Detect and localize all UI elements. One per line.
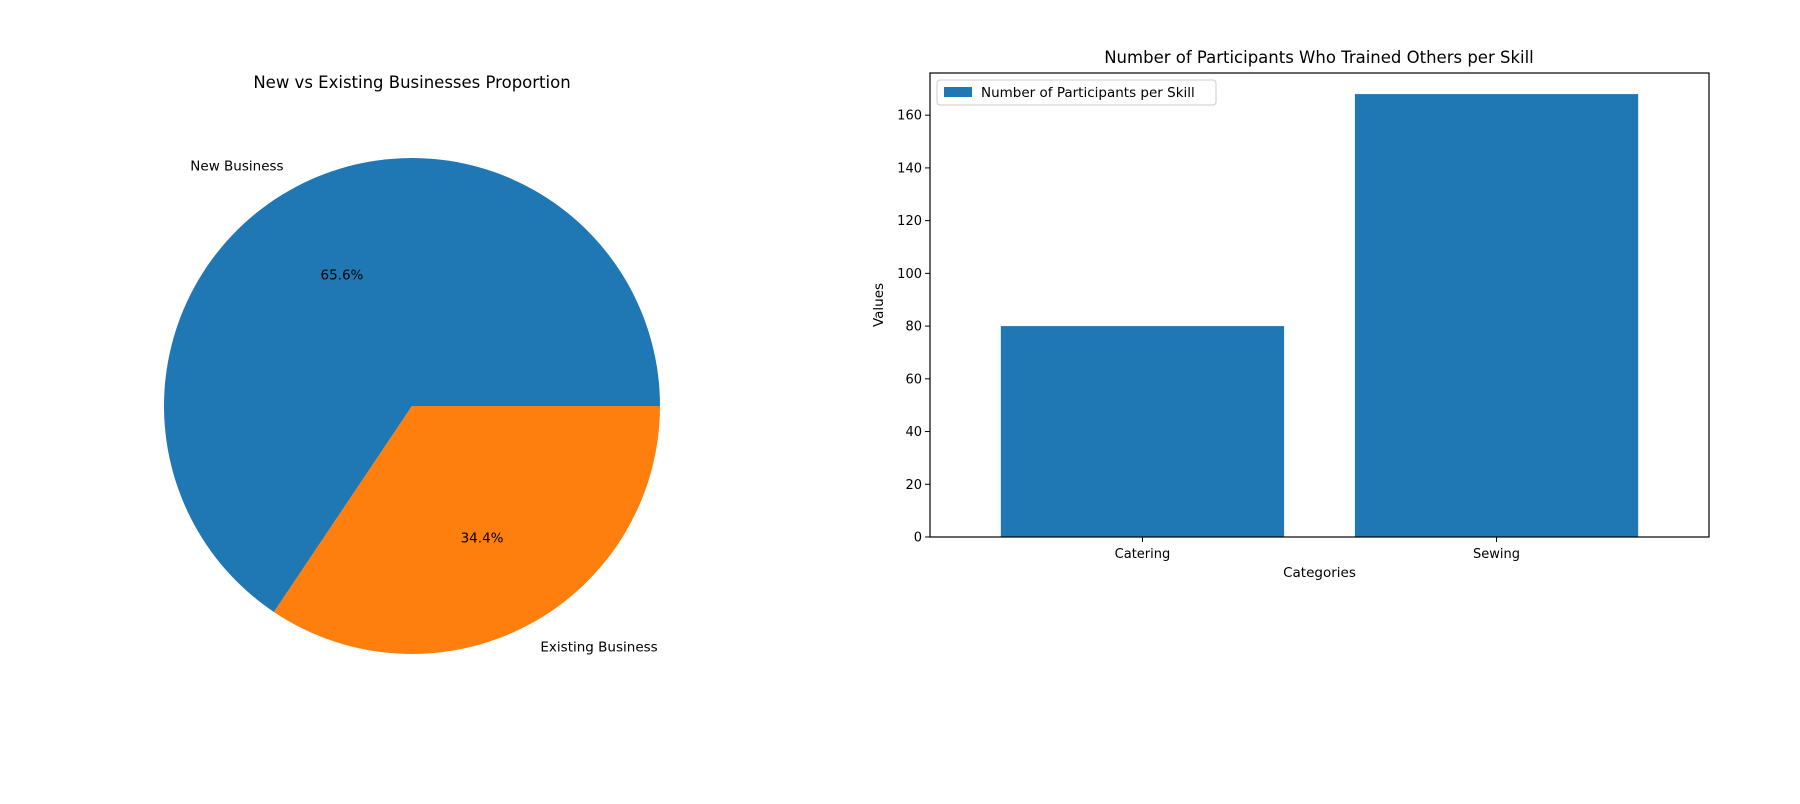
legend-swatch: [944, 87, 972, 97]
bar-catering: [1000, 326, 1285, 537]
x-tick-label: Sewing: [1473, 547, 1520, 562]
legend-box: [936, 79, 1217, 106]
pie-labels: New Business 65.6% Existing Business 34.4%: [190, 158, 657, 655]
y-tick-label: 0: [914, 531, 922, 546]
pie-category-label: New Business: [190, 158, 283, 174]
pie-title: New vs Existing Businesses Proportion: [253, 73, 570, 92]
y-tick-label: 100: [897, 267, 922, 282]
plot-frame: [929, 72, 1710, 538]
y-tick-label: 40: [905, 425, 922, 440]
bar-title: Number of Participants Who Trained Other…: [1104, 48, 1534, 67]
pie-chart: New vs Existing Businesses Proportion Ne…: [163, 73, 660, 656]
y-tick-label: 80: [905, 320, 922, 335]
y-axis: 0 20 40 60 80 100 120 140 160: [897, 109, 930, 546]
x-axis: Catering Sewing: [1115, 537, 1520, 562]
y-tick-label: 140: [897, 161, 922, 176]
y-axis-label: Values: [871, 283, 887, 327]
pie-slice-existing-business: [273, 406, 660, 654]
bar-chart: Number of Participants Who Trained Other…: [871, 48, 1710, 581]
y-tick-label: 60: [905, 372, 922, 387]
pie-category-label: Existing Business: [540, 640, 657, 656]
pie-slice-new-business: [163, 157, 660, 612]
y-tick-label: 160: [897, 109, 922, 124]
x-tick-label: Catering: [1115, 547, 1171, 562]
y-tick-label: 20: [905, 478, 922, 493]
y-tick-label: 120: [897, 214, 922, 229]
legend-entry: Number of Participants per Skill: [981, 85, 1195, 101]
pie-percent-label: 65.6%: [321, 268, 364, 284]
bar-series: [1000, 94, 1639, 537]
x-axis-label: Categories: [1283, 565, 1356, 581]
bar-sewing: [1354, 94, 1639, 537]
legend: Number of Participants per Skill: [936, 79, 1217, 106]
pie-percent-label: 34.4%: [461, 530, 504, 546]
pie-slices: [163, 157, 660, 654]
